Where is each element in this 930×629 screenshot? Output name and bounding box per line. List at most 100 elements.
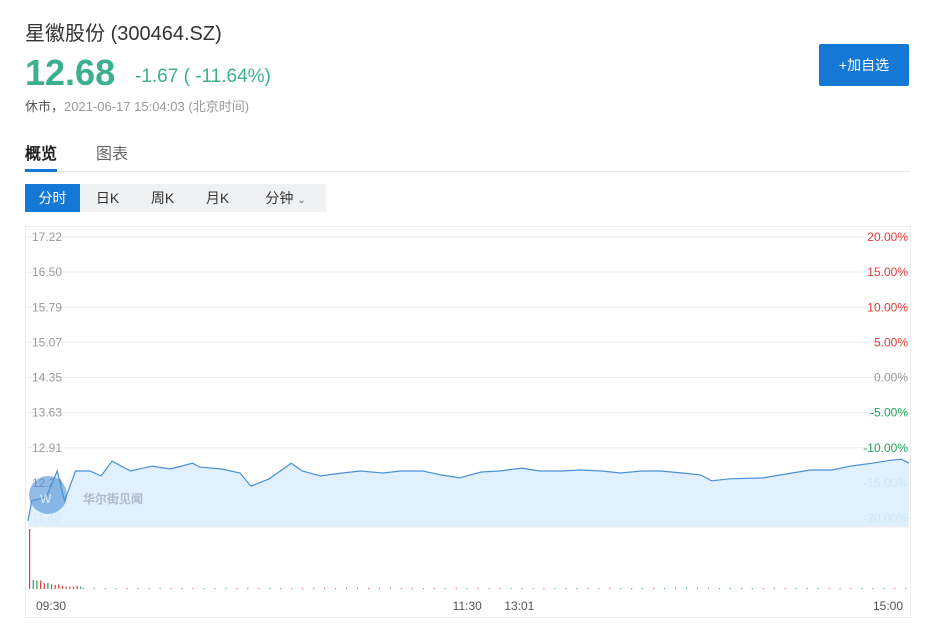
volume-bar	[72, 586, 75, 589]
period-daily[interactable]: 日K	[95, 190, 120, 206]
volume-bar	[54, 584, 56, 589]
price-line	[27, 458, 910, 522]
volume-bar	[357, 588, 359, 589]
volume-bar	[159, 588, 161, 589]
x-tick-label: 15:00	[873, 599, 903, 613]
volume-bar	[894, 588, 896, 589]
pct-tick-label: 0.00%	[874, 371, 908, 385]
y-tick-label: 13.63	[32, 406, 62, 420]
datetime: 2021-06-17 15:04:03	[64, 99, 185, 114]
y-tick-label: 14.35	[32, 371, 62, 385]
volume-bar	[225, 588, 227, 589]
volume-bar	[82, 588, 84, 589]
volume-bar	[828, 588, 830, 589]
volume-bar	[620, 588, 622, 589]
watermark-logo-glyph: W	[40, 492, 52, 506]
volume-bar	[324, 588, 326, 589]
current-price: 12.68	[25, 52, 116, 93]
volume-bar	[192, 588, 194, 589]
volume-bar	[707, 588, 709, 589]
volume-bar	[740, 588, 742, 589]
x-tick-label: 09:30	[36, 599, 66, 613]
pct-tick-label: 5.00%	[874, 335, 908, 349]
volume-bar	[905, 588, 907, 589]
volume-bar	[729, 588, 731, 589]
intraday-chart: 17.22 20.00% 16.50 15.00% 15.79 10.00% 15.07 5.…	[25, 226, 912, 618]
volume-bar	[291, 588, 293, 589]
period-minute-label: 分钟	[265, 190, 294, 206]
timezone: (北京时间)	[188, 99, 250, 114]
price-change: -1.67 ( -11.64%)	[135, 66, 271, 87]
volume-bar	[47, 583, 49, 589]
add-watchlist-button[interactable]: +加自选	[819, 44, 909, 86]
volume-bar	[115, 588, 117, 589]
volume-bar	[762, 588, 764, 589]
volume-bar	[554, 588, 556, 589]
volume-bar	[313, 588, 315, 589]
stock-code: (300464.SZ)	[110, 23, 222, 45]
volume-bar	[247, 588, 249, 589]
y-tick-label: 15.79	[32, 300, 62, 314]
market-status: 休市，2021-06-17 15:04:03 (北京时间)	[25, 96, 249, 115]
pct-tick-label: 20.00%	[867, 230, 908, 244]
volume-bar	[817, 588, 819, 589]
volume-bar	[488, 588, 490, 589]
volume-bar	[378, 588, 380, 589]
volume-bar	[576, 588, 578, 589]
volume-bar	[675, 588, 677, 589]
volume-bar	[104, 588, 106, 589]
pct-tick-label: 10.00%	[867, 300, 908, 314]
volume-bar	[850, 588, 852, 589]
y-tick-label: 12.91	[32, 441, 62, 455]
volume-bar	[521, 588, 523, 589]
volume-bar	[400, 588, 402, 589]
status-label: 休市，	[25, 99, 65, 114]
volume-bar	[93, 588, 95, 589]
period-minute-dropdown[interactable]: 分钟 ⌄	[245, 184, 326, 212]
volume-bar	[280, 588, 282, 589]
volume-bar	[499, 588, 501, 589]
volume-bar	[510, 588, 512, 589]
volume-bar	[302, 588, 304, 589]
volume-bar	[455, 588, 457, 589]
watermark-text: 华尔街见闻	[83, 491, 143, 506]
volume-bar	[258, 588, 260, 589]
volume-bar	[696, 588, 698, 589]
volume-bar	[80, 586, 82, 589]
pct-tick-label: -5.00%	[870, 406, 908, 420]
volume-bar	[58, 584, 60, 589]
volume-bar	[565, 588, 567, 589]
volume-bar	[784, 588, 786, 589]
tab-charts[interactable]: 图表	[96, 146, 129, 163]
volume-bar	[631, 588, 633, 589]
y-tick-label: 15.07	[32, 335, 62, 349]
volume-bar	[718, 588, 720, 589]
watermark-logo-icon	[29, 476, 67, 514]
volume-bar	[444, 588, 446, 589]
chevron-down-icon: ⌄	[297, 195, 306, 206]
volume-bar	[203, 588, 205, 589]
volume-bar	[39, 580, 42, 589]
volume-bar	[532, 588, 534, 589]
period-monthly[interactable]: 月K	[205, 190, 230, 206]
period-weekly[interactable]: 周K	[150, 190, 175, 206]
stock-title: 星徽股份 (300464.SZ)	[25, 17, 222, 46]
volume-bar	[587, 588, 589, 589]
volume-bar	[642, 588, 644, 589]
volume-bar	[65, 586, 67, 589]
volume-bar	[181, 588, 183, 589]
volume-bar	[50, 584, 53, 589]
volume-bar	[773, 588, 775, 589]
volume-bar	[686, 588, 688, 589]
volume-bar	[433, 588, 435, 589]
volume-bar	[609, 588, 611, 589]
volume-bar	[861, 588, 863, 589]
tab-overview[interactable]: 概览	[25, 140, 58, 172]
volume-bar	[126, 588, 128, 589]
volume-bar	[236, 588, 238, 589]
volume-bar	[751, 588, 753, 589]
volume-bar	[69, 586, 71, 589]
period-intraday[interactable]: 分时	[25, 184, 80, 212]
y-tick-label: 17.22	[32, 230, 62, 244]
volume-bar	[389, 588, 391, 589]
